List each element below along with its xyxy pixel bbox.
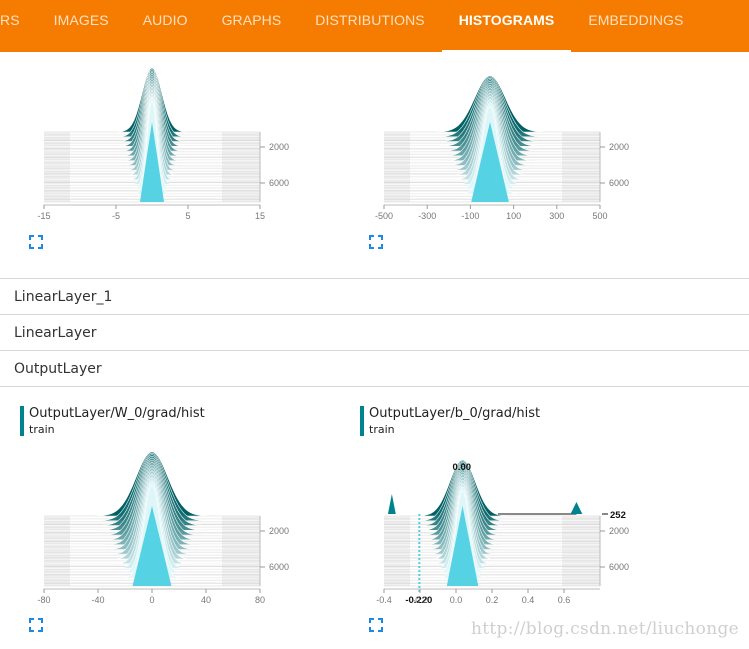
y-tick-label: 2000 (609, 142, 629, 152)
histogram-ridge (384, 459, 600, 517)
histogram-spike (387, 494, 396, 514)
histogram-ridge (383, 486, 601, 574)
band-shade-left (44, 132, 70, 202)
x-tick-label: 100 (506, 211, 521, 221)
section-label: LinearLayer (14, 325, 97, 341)
tab-audio[interactable]: AUDIO (142, 12, 188, 28)
card-run-label: train (369, 423, 395, 436)
x-tick-label: 300 (549, 211, 564, 221)
histogram-card-w0-grad: OutputLayer/W_0/grad/hist train 2000 6000… (0, 400, 370, 649)
card-accent-bar (360, 406, 364, 436)
x-tick-label: 0.0 (450, 595, 463, 605)
y-tick-label: 2000 (269, 526, 289, 536)
histogram-card-2: 2000 6000 -500 -300 -100 100 300 500 (340, 52, 749, 277)
peak-annotation: 0.00 (453, 462, 472, 473)
band-shade-right (562, 516, 600, 586)
section-linearlayer-1[interactable]: LinearLayer_1 (0, 278, 749, 314)
histogram-front-ridge (132, 506, 172, 586)
tab-embeddings[interactable]: EMBEDDINGS (588, 12, 684, 28)
y-tick-label: 2000 (609, 526, 629, 536)
histogram-card-1: 2000 6000 -15 -5 5 15 (0, 52, 370, 277)
histogram-front-ridge (471, 122, 509, 202)
band-shade-right (562, 132, 600, 202)
y-tick-label: 6000 (609, 178, 629, 188)
x-tick-label: -300 (418, 211, 436, 221)
section-linearlayer[interactable]: LinearLayer (0, 314, 749, 350)
y-tick-label: 2000 (269, 142, 289, 152)
band-shade-left (384, 516, 410, 586)
histogram-ridge (383, 461, 601, 526)
band-shade-right (222, 132, 260, 202)
x-tick-label: -100 (461, 211, 479, 221)
x-tick-label: -40 (91, 595, 104, 605)
x-tick-label: 0.6 (558, 595, 571, 605)
x-tick-label: 0 (149, 595, 154, 605)
expand-icon[interactable] (369, 235, 383, 249)
histogram-ridge (383, 468, 601, 545)
expand-icon[interactable] (29, 235, 43, 249)
histogram-ridge (383, 460, 601, 522)
card-title: OutputLayer/b_0/grad/hist (369, 406, 541, 421)
x-tick-label: 5 (185, 211, 190, 221)
x-tick-label: 0.2 (486, 595, 499, 605)
y-tick-label: 6000 (269, 562, 289, 572)
histogram-spike (570, 502, 583, 514)
x-tick-label: -0.2 (412, 595, 428, 605)
x-tick-label: -500 (375, 211, 393, 221)
histogram-card-b0-grad: OutputLayer/b_0/grad/hist train 0.00 252 -… (340, 400, 749, 649)
section-outputlayer[interactable]: OutputLayer (0, 350, 749, 387)
x-tick-label: 500 (592, 211, 607, 221)
histogram-ridge (383, 471, 601, 550)
histogram-front-ridge (140, 122, 164, 202)
x-tick-label: -80 (37, 595, 50, 605)
card-accent-bar (20, 406, 24, 436)
card-title: OutputLayer/W_0/grad/hist (29, 406, 205, 421)
card-run-label: train (29, 423, 55, 436)
histogram-chart-2: 2000 6000 -500 -300 -100 100 300 500 (375, 75, 629, 221)
x-tick-label: 80 (255, 595, 265, 605)
band-shade-right (222, 516, 260, 586)
section-label: OutputLayer (14, 361, 102, 377)
histogram-chart-b0-grad: 0.00 252 -0.220 2000 6000 -0.4 -0.2 0.0 0.2 0.4 0.… (376, 459, 629, 606)
band-shade-left (384, 132, 410, 202)
tab-scalars[interactable]: RS (0, 12, 20, 28)
x-tick-label: -0.4 (376, 595, 392, 605)
tab-graphs[interactable]: GRAPHS (221, 12, 282, 28)
histogram-front-ridge (446, 506, 479, 586)
left-annotation: -0.220 (405, 595, 432, 606)
histogram-ridge (383, 482, 601, 569)
x-tick-label: -5 (112, 211, 120, 221)
x-tick-label: -15 (37, 211, 50, 221)
top-nav-bar: RS IMAGES AUDIO GRAPHS DISTRIBUTIONS HIS… (0, 0, 749, 52)
x-tick-label: 0.4 (522, 595, 535, 605)
y-tick-label: 6000 (269, 178, 289, 188)
x-tick-label: 40 (201, 595, 211, 605)
band-shade-left (44, 516, 70, 586)
expand-icon[interactable] (369, 618, 383, 632)
section-label: LinearLayer_1 (14, 289, 113, 305)
watermark-text: http://blog.csdn.net/liuchonge (471, 619, 739, 639)
y-tick-label: 6000 (609, 562, 629, 572)
tab-images[interactable]: IMAGES (53, 12, 109, 28)
tab-distributions[interactable]: DISTRIBUTIONS (315, 12, 425, 28)
histogram-chart-w0-grad: 2000 6000 -80 -40 0 40 80 (37, 451, 289, 605)
expand-icon[interactable] (29, 618, 43, 632)
x-tick-label: 15 (255, 211, 265, 221)
step-annotation: 252 (610, 510, 626, 521)
tab-histograms[interactable]: HISTOGRAMS (441, 0, 572, 52)
histogram-chart-1: 2000 6000 -15 -5 5 15 (37, 67, 289, 221)
